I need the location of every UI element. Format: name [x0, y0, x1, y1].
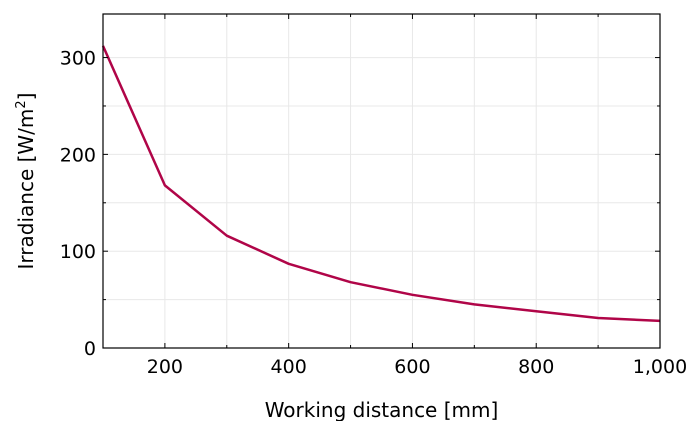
- x-tick-label: 200: [147, 356, 183, 378]
- series-layer: [101, 45, 661, 323]
- y-tick-label: 200: [60, 144, 96, 166]
- grid-lines: [102, 14, 661, 349]
- y-tick-label: 100: [60, 241, 96, 263]
- y-axis-label-sup: 2: [14, 100, 29, 108]
- x-tick-label: 800: [518, 356, 554, 378]
- x-axis-label: Working distance [mm]: [265, 398, 499, 421]
- y-axis-label-end: ]: [14, 93, 38, 101]
- y-tick-label: 0: [84, 338, 96, 360]
- x-tick-label: 600: [394, 356, 430, 378]
- x-tick-label: 1,000: [633, 356, 687, 378]
- y-tick-label: 300: [60, 48, 96, 70]
- plot-frame: [102, 13, 661, 349]
- tick-layer: 200 400 600 800 1,000 0 100 200 300: [60, 14, 687, 378]
- y-axis-label: Irradiance [W/m2]: [14, 93, 38, 270]
- x-tick-label: 400: [271, 356, 307, 378]
- y-axis-label-main: Irradiance [W/m: [14, 109, 38, 270]
- series-line: [101, 45, 661, 323]
